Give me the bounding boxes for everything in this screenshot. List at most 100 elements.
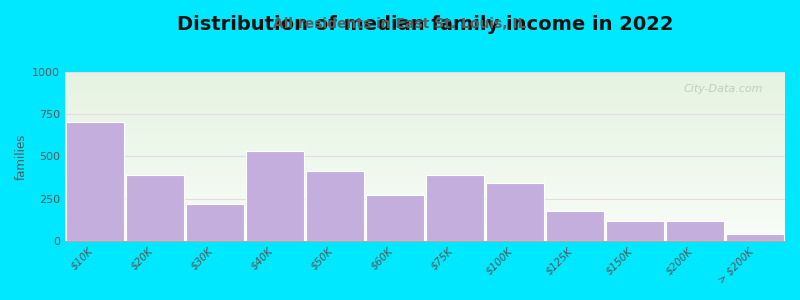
- Bar: [65, 80, 785, 81]
- Bar: [65, 98, 785, 99]
- Bar: [65, 126, 785, 127]
- Bar: [65, 191, 785, 192]
- Bar: [65, 106, 785, 107]
- Title: Distribution of median family income in 2022: Distribution of median family income in …: [177, 15, 674, 34]
- Bar: [65, 101, 785, 102]
- Bar: [65, 82, 785, 83]
- Bar: [65, 157, 785, 158]
- Bar: [65, 176, 785, 177]
- Bar: [65, 208, 785, 209]
- Bar: [65, 198, 785, 199]
- Bar: [65, 87, 785, 88]
- Bar: [65, 100, 785, 101]
- Bar: [65, 93, 785, 94]
- Bar: [65, 97, 785, 98]
- Bar: [65, 167, 785, 168]
- Bar: [65, 129, 785, 130]
- Bar: [65, 155, 785, 156]
- Bar: [65, 172, 785, 173]
- Bar: [65, 85, 785, 86]
- Bar: [65, 220, 785, 221]
- Bar: [65, 79, 785, 80]
- Bar: [65, 105, 785, 106]
- Bar: [65, 189, 785, 190]
- Bar: [65, 199, 785, 200]
- Bar: [606, 221, 665, 241]
- Bar: [65, 202, 785, 203]
- Bar: [186, 204, 245, 241]
- Bar: [65, 211, 785, 212]
- Bar: [65, 151, 785, 152]
- Bar: [65, 127, 785, 128]
- Bar: [65, 190, 785, 191]
- Bar: [65, 149, 785, 150]
- Bar: [65, 145, 785, 146]
- Bar: [65, 102, 785, 103]
- Bar: [65, 219, 785, 220]
- Bar: [65, 206, 785, 207]
- Bar: [65, 232, 785, 233]
- Bar: [65, 153, 785, 154]
- Bar: [65, 215, 785, 216]
- Bar: [65, 99, 785, 100]
- Bar: [65, 152, 785, 153]
- Bar: [65, 235, 785, 236]
- Bar: [65, 141, 785, 142]
- Bar: [65, 173, 785, 174]
- Bar: [65, 142, 785, 143]
- Bar: [65, 112, 785, 113]
- Bar: [65, 225, 785, 226]
- Bar: [486, 184, 545, 241]
- Bar: [65, 120, 785, 121]
- Bar: [65, 131, 785, 132]
- Bar: [246, 151, 305, 241]
- Bar: [426, 175, 485, 241]
- Bar: [65, 203, 785, 204]
- Bar: [65, 78, 785, 79]
- Bar: [666, 221, 725, 241]
- Bar: [65, 109, 785, 110]
- Bar: [65, 143, 785, 144]
- Bar: [65, 74, 785, 75]
- Bar: [65, 184, 785, 185]
- Bar: [65, 124, 785, 125]
- Bar: [65, 166, 785, 167]
- Bar: [65, 237, 785, 238]
- Bar: [65, 73, 785, 74]
- Bar: [65, 226, 785, 227]
- Bar: [65, 236, 785, 237]
- Bar: [65, 234, 785, 235]
- Y-axis label: families: families: [15, 133, 28, 180]
- Bar: [65, 86, 785, 87]
- Bar: [65, 159, 785, 160]
- Bar: [65, 197, 785, 198]
- Bar: [65, 168, 785, 169]
- Bar: [65, 186, 785, 187]
- Bar: [65, 160, 785, 161]
- Bar: [65, 158, 785, 159]
- Bar: [65, 223, 785, 224]
- Bar: [65, 81, 785, 82]
- Bar: [65, 122, 785, 123]
- Bar: [65, 210, 785, 211]
- Bar: [65, 174, 785, 175]
- Bar: [65, 135, 785, 136]
- Bar: [65, 209, 785, 210]
- Bar: [65, 222, 785, 223]
- Bar: [65, 187, 785, 188]
- Bar: [65, 136, 785, 137]
- Bar: [65, 177, 785, 178]
- Bar: [65, 227, 785, 228]
- Bar: [65, 91, 785, 92]
- Bar: [65, 108, 785, 109]
- Bar: [65, 125, 785, 126]
- Bar: [65, 240, 785, 241]
- Bar: [65, 228, 785, 229]
- Bar: [65, 171, 785, 172]
- Bar: [65, 103, 785, 104]
- Bar: [65, 165, 785, 166]
- Bar: [65, 230, 785, 231]
- Bar: [65, 192, 785, 193]
- Bar: [65, 77, 785, 78]
- Bar: [65, 147, 785, 148]
